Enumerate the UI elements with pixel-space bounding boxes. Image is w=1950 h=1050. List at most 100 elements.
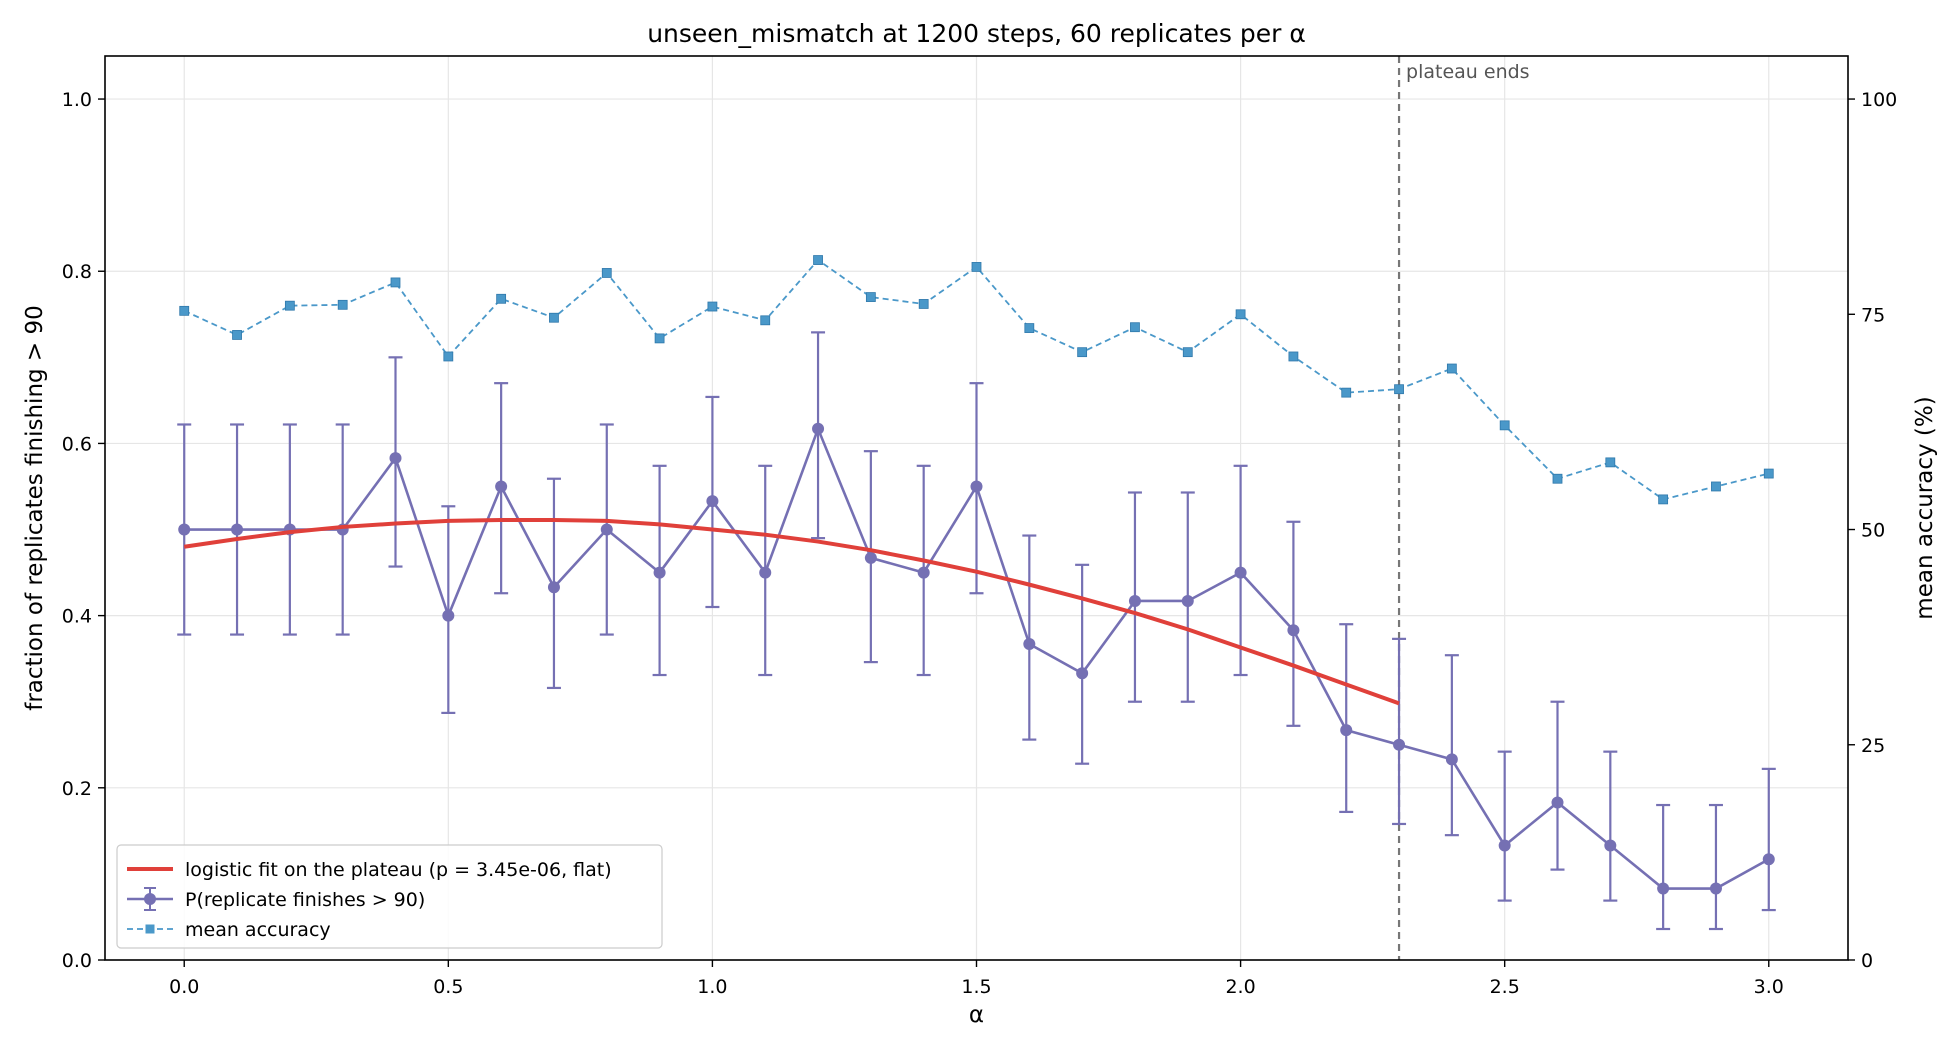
legend-probability-label: P(replicate finishes > 90) [185,889,425,911]
probability-point [231,523,244,536]
y-tick-label: 0.8 [62,261,92,283]
accuracy-point [918,299,929,309]
y2-tick-label: 100 [1861,89,1897,111]
accuracy-point [337,299,348,310]
probability-point [1076,667,1089,680]
x-axis-label: α [969,1002,984,1028]
y2-tick-label: 25 [1861,735,1885,757]
accuracy-point [443,351,454,362]
accuracy-point [1658,494,1669,505]
legend-accuracy-marker [145,924,155,934]
probability-point [864,551,877,564]
probability-point [706,495,719,508]
probability-point [495,480,508,493]
legend-fit-label: logistic fit on the plateau (p = 3.45e-0… [185,859,612,881]
accuracy-point [232,330,242,340]
legend-probability-marker [144,893,156,905]
probability-point [1287,624,1300,637]
accuracy-point [1288,351,1299,362]
probability-point [600,523,613,536]
probability-series [177,331,1776,931]
legend-accuracy-swatch [127,924,173,934]
accuracy-point [707,301,718,312]
y-tick-label: 1.0 [62,89,92,111]
fit-line [183,518,1400,706]
legend: logistic fit on the plateau (p = 3.45e-0… [116,844,663,949]
accuracy-point [1763,468,1774,479]
accuracy-point [390,277,401,288]
x-tick-label: 0.5 [433,976,463,998]
x-tick-label: 2.5 [1490,976,1520,998]
accuracy-point [971,262,982,272]
accuracy-point [1341,387,1352,398]
accuracy-point [1552,473,1563,484]
probability-point [1393,738,1406,751]
plateau-marker: plateau ends [1397,56,1530,960]
probability-point [1709,882,1722,895]
accuracy-point [1130,322,1140,333]
accuracy-point [284,300,295,311]
accuracy-point [1235,309,1246,320]
accuracy-point [496,293,507,304]
probability-point [917,566,930,579]
probability-point [1023,638,1036,651]
probability-point [1657,882,1670,895]
probability-point [1551,796,1564,809]
probability-point [653,566,666,579]
accuracy-point [813,255,823,265]
right-y-axis-ticks: 0 25 50 75 100 [1848,89,1897,972]
y2-tick-label: 75 [1861,304,1885,326]
probability-point [812,422,825,435]
x-tick-label: 1.0 [697,976,727,998]
x-tick-label: 1.5 [961,976,991,998]
x-axis-ticks: 0.0 0.5 1.0 1.5 2.0 2.5 3.0 [169,960,1784,998]
probability-point [442,609,455,622]
probability-point [178,523,191,536]
probability-point [547,581,560,594]
y-tick-label: 0.4 [62,606,92,628]
probability-point [1445,753,1458,766]
y-tick-label: 0.6 [62,433,92,455]
x-tick-label: 2.0 [1225,976,1255,998]
accuracy-point [760,315,771,326]
probability-point [1181,594,1194,607]
legend-box [116,844,663,949]
accuracy-point [179,305,190,316]
probability-point [1128,594,1141,607]
plateau-end-annotation: plateau ends [1406,61,1530,83]
probability-point [1604,839,1617,852]
y2-tick-label: 0 [1861,950,1873,972]
y2-tick-label: 50 [1861,520,1885,542]
accuracy-point [1446,363,1457,374]
legend-entry-accuracy: mean accuracy [127,919,331,941]
probability-point [1234,566,1247,579]
probability-point [1340,724,1353,737]
accuracy-point [1499,420,1510,431]
x-tick-label: 3.0 [1754,976,1784,998]
x-tick-label: 0.0 [169,976,199,998]
legend-entry-probability: P(replicate finishes > 90) [127,887,425,911]
probability-point [759,566,772,579]
probability-point [1498,839,1511,852]
logistic-fit-series [183,518,1400,706]
legend-entry-fit: logistic fit on the plateau (p = 3.45e-0… [127,859,612,881]
left-y-axis-label: fraction of replicates finishing > 90 [22,305,48,711]
right-y-axis-label: mean accuracy (%) [1912,396,1938,619]
accuracy-point [1077,347,1088,358]
chart-title: unseen_mismatch at 1200 steps, 60 replic… [647,19,1306,48]
accuracy-point [654,333,665,344]
accuracy-point [1711,481,1721,492]
y-tick-label: 0.2 [62,778,92,800]
y-tick-label: 0.0 [62,950,92,972]
accuracy-point [549,312,559,323]
left-y-axis-ticks: 0.0 0.2 0.4 0.6 0.8 1.0 [62,89,105,972]
probability-point [1762,853,1775,866]
probability-point [389,452,402,465]
accuracy-point [601,268,612,278]
accuracy-point [1024,323,1035,333]
accuracy-point [1394,384,1404,395]
accuracy-point [865,292,876,302]
legend-accuracy-label: mean accuracy [185,919,331,941]
accuracy-point [1605,457,1616,468]
